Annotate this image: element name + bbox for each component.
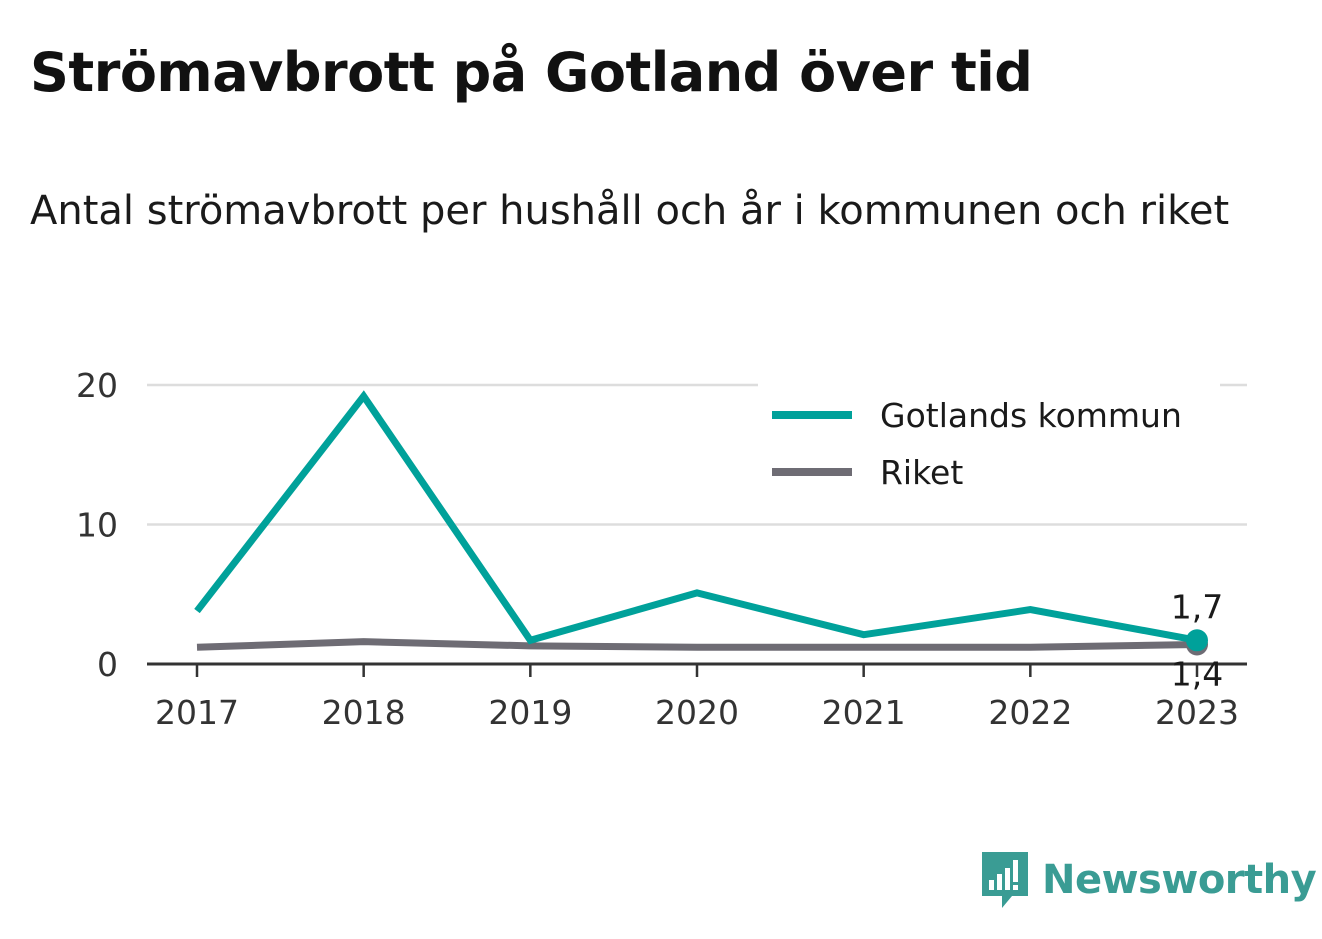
chart-subtitle: Antal strömavbrott per hushåll och år i … [30, 188, 1230, 234]
legend-label: Gotlands kommun [880, 396, 1182, 435]
y-axis: 0 10 20 [76, 366, 118, 684]
newsworthy-brand: Newsworthy [980, 848, 1317, 912]
x-tick-label: 2020 [655, 693, 739, 732]
y-tick-label: 20 [76, 366, 118, 405]
legend: Gotlands kommun Riket [758, 383, 1220, 503]
brand-name: Newsworthy [1042, 857, 1317, 903]
x-tick-label: 2017 [155, 693, 239, 732]
legend-label: Riket [880, 453, 963, 492]
chart-title: Strömavbrott på Gotland över tid [30, 41, 1033, 104]
end-label-riket: 1,4 [1171, 654, 1223, 693]
newsworthy-logo-icon [982, 852, 1028, 908]
x-tick-label: 2019 [488, 693, 572, 732]
legend-background [758, 383, 1220, 503]
x-axis: 2017 2018 2019 2020 2021 2022 2023 [147, 662, 1247, 732]
series-lines [194, 390, 1208, 656]
x-tick-label: 2018 [322, 693, 406, 732]
end-label-gotland: 1,7 [1171, 587, 1223, 626]
end-marker-gotland [1186, 629, 1208, 652]
x-tick-label: 2022 [988, 693, 1072, 732]
y-tick-label: 10 [76, 506, 118, 545]
end-labels: 1,7 1,4 [1171, 587, 1223, 693]
x-tick-label: 2023 [1155, 693, 1239, 732]
series-line-riket [196, 638, 1198, 651]
y-tick-label: 0 [97, 645, 118, 684]
x-tick-label: 2021 [822, 693, 906, 732]
series-line-gotland [194, 390, 1198, 645]
line-chart: 0 10 20 2017 2018 2019 2020 2021 2022 2023 Gotla… [76, 366, 1247, 732]
